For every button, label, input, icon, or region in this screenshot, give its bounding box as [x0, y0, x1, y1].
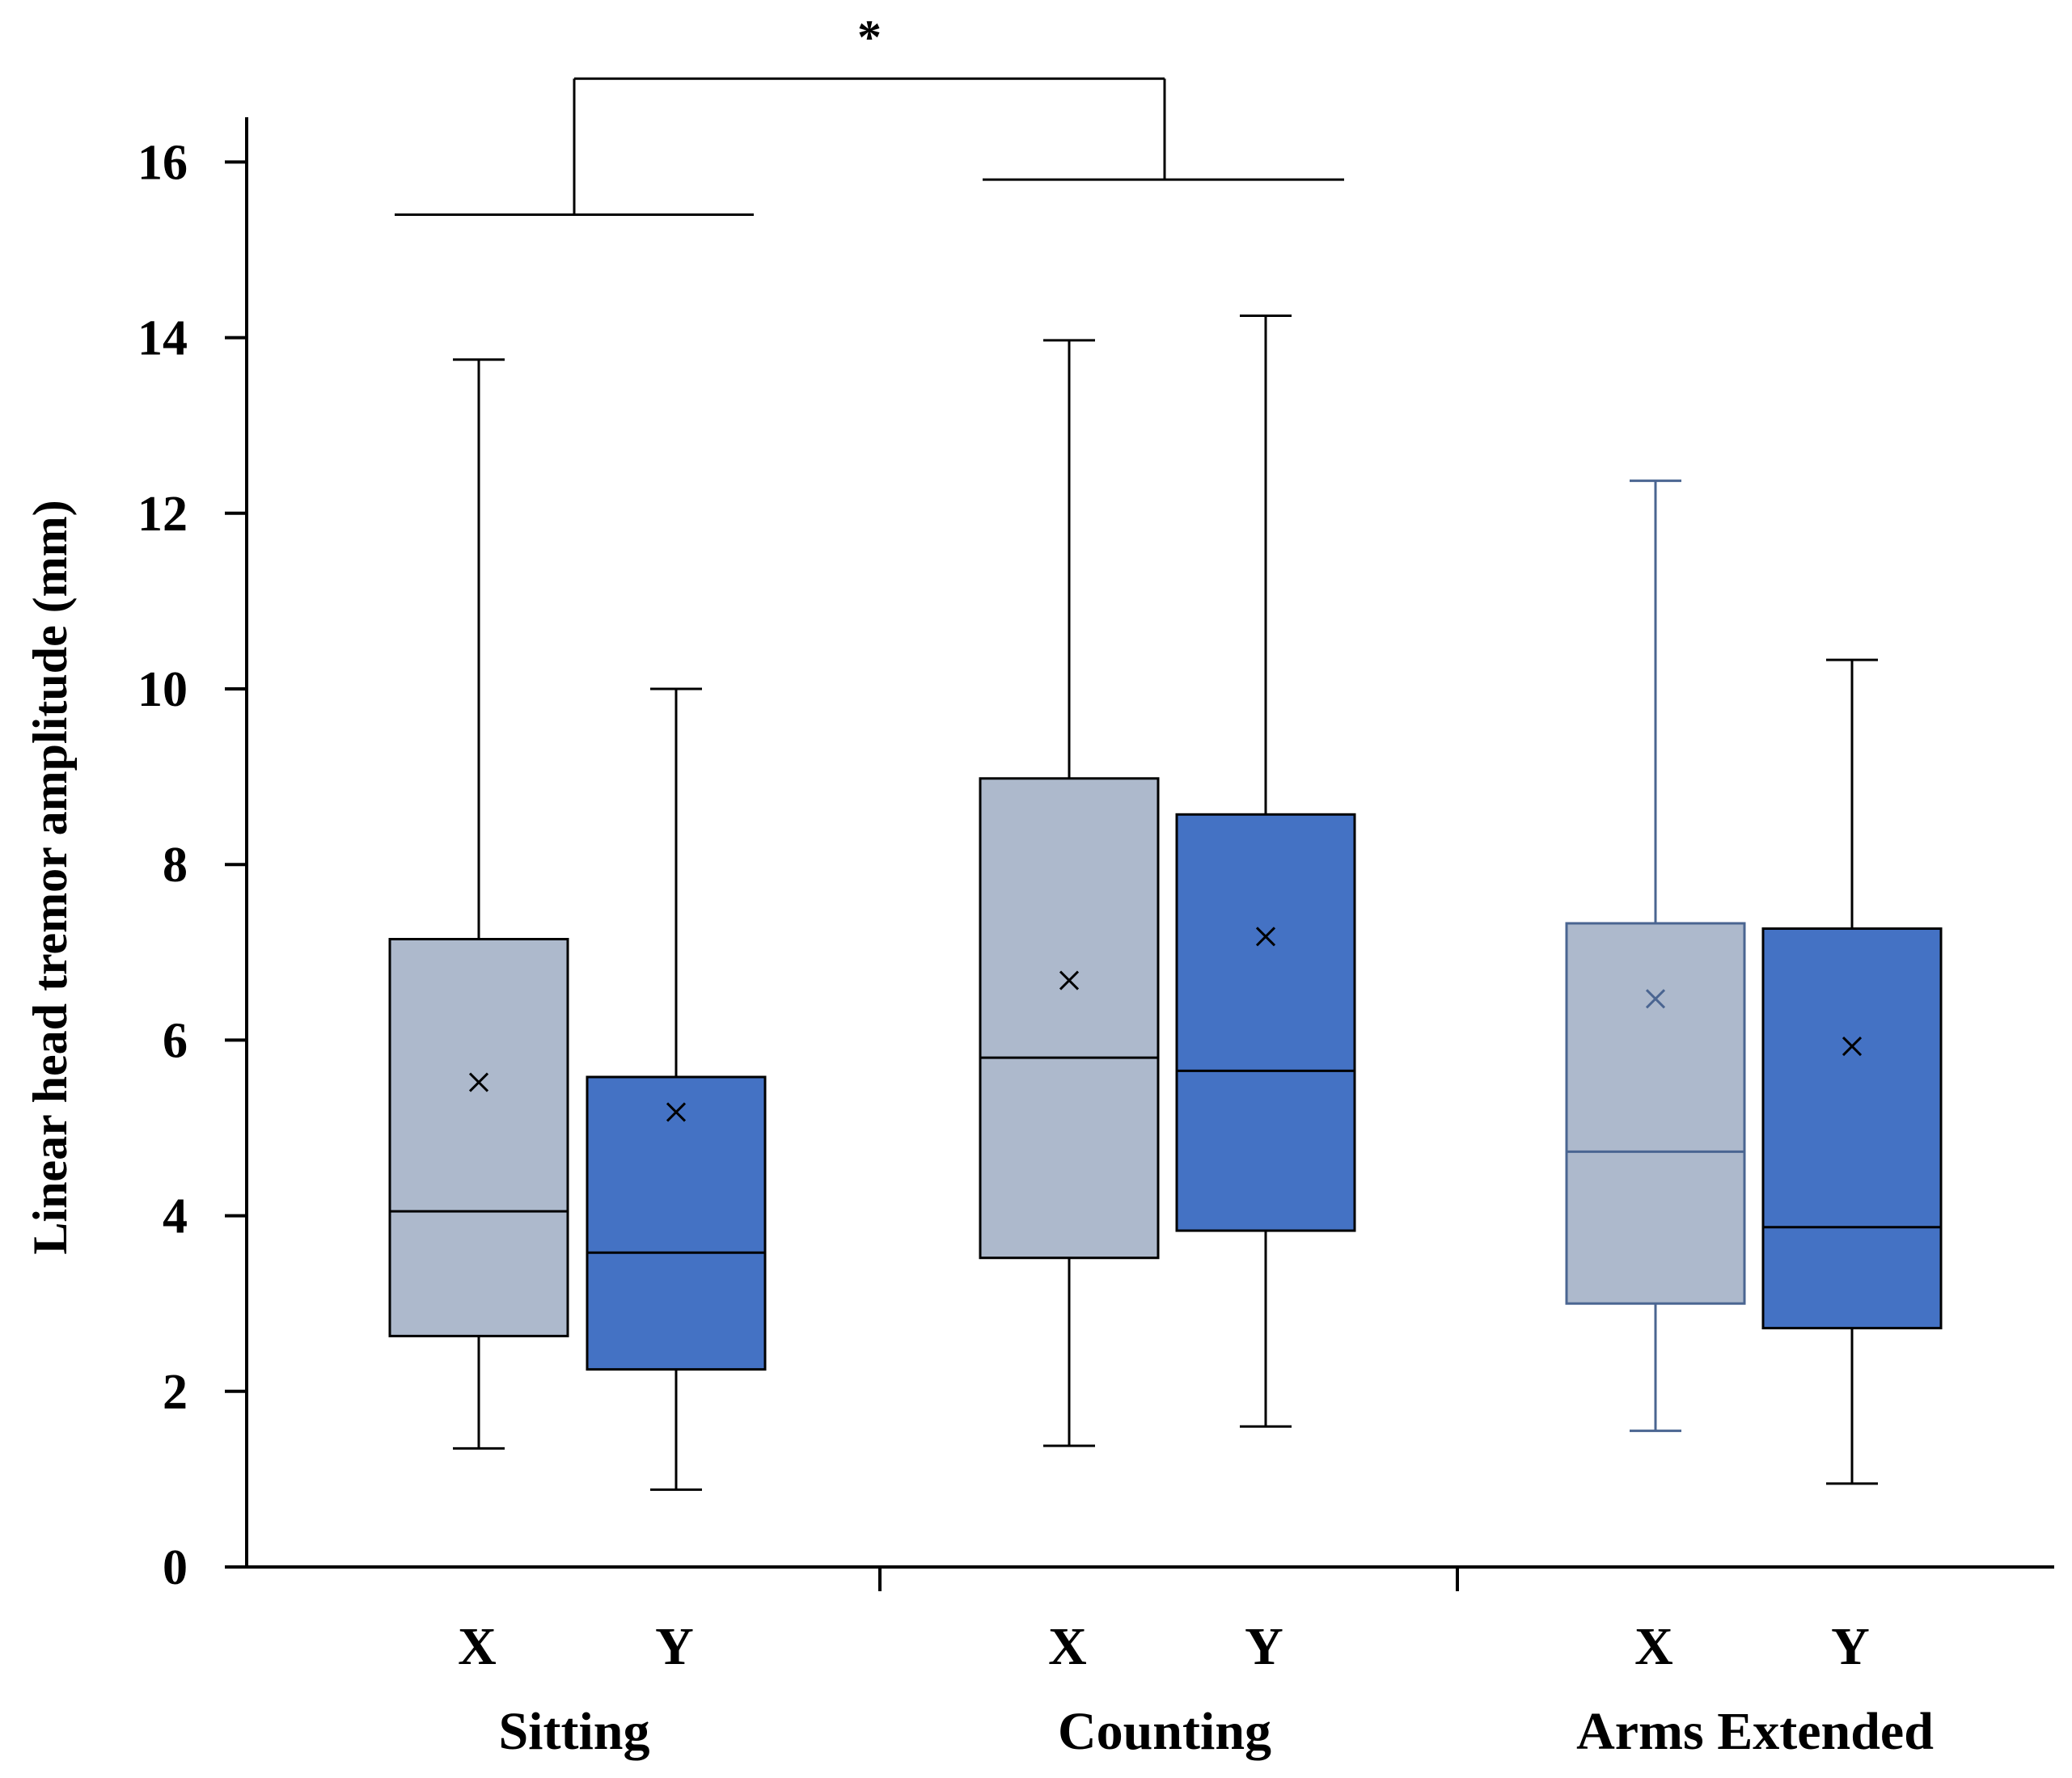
x-category-label: Y — [1245, 1617, 1283, 1676]
y-tick-label: 16 — [137, 135, 188, 190]
box-body — [979, 777, 1160, 1260]
mean-marker-stroke — [1255, 927, 1276, 947]
x-category-label: X — [1048, 1617, 1087, 1676]
x-group-label: Arms Extended — [1576, 1702, 1934, 1761]
axes — [225, 117, 2054, 1591]
mean-marker — [1842, 1036, 1863, 1057]
mean-marker-stroke — [1645, 989, 1666, 1009]
mean-marker-stroke — [666, 1102, 687, 1122]
x-category-label: Y — [655, 1617, 694, 1676]
box-body — [388, 938, 569, 1337]
box-series — [388, 314, 1943, 1491]
mean-marker — [1255, 927, 1276, 947]
mean-marker-stroke — [1842, 1036, 1863, 1057]
y-tick-label: 10 — [137, 662, 188, 717]
x-group-label: Sitting — [498, 1702, 649, 1761]
box-sitting-y — [586, 687, 767, 1491]
box-sitting-x — [388, 358, 569, 1450]
axis-labels: 0 2 4 6 8 10 12 14 16 Linear head tremor amplitud… — [23, 135, 1934, 1761]
mean-marker — [1059, 970, 1080, 990]
y-tick-label: 8 — [163, 838, 188, 893]
mean-marker-stroke — [468, 1072, 489, 1092]
box-body — [1175, 813, 1356, 1232]
y-tick-label: 0 — [163, 1540, 188, 1595]
mean-marker-stroke — [1059, 970, 1080, 990]
y-tick-label: 4 — [163, 1189, 188, 1244]
mean-marker — [666, 1102, 687, 1122]
y-tick-label: 2 — [163, 1365, 188, 1420]
x-category-label: X — [1634, 1617, 1673, 1676]
y-tick-label: 6 — [163, 1013, 188, 1068]
y-axis-title: Linear head tremor amplitude (mm) — [23, 500, 77, 1254]
y-tick-label: 14 — [137, 311, 188, 366]
mean-marker — [1645, 989, 1666, 1009]
box-arms-extended-y — [1761, 658, 1943, 1485]
y-tick-label: 12 — [137, 487, 188, 542]
significance-label: * — [857, 11, 882, 64]
box-body — [1565, 922, 1746, 1305]
x-category-label: X — [458, 1617, 497, 1676]
box-counting-x — [979, 339, 1160, 1447]
box-body — [586, 1075, 767, 1371]
significance-bracket: * — [395, 11, 1344, 217]
box-body — [1761, 927, 1943, 1330]
box-counting-y — [1175, 314, 1356, 1428]
x-category-label: Y — [1831, 1617, 1870, 1676]
mean-marker — [468, 1072, 489, 1092]
x-group-label: Counting — [1058, 1702, 1271, 1761]
box-arms-extended-x — [1565, 479, 1746, 1433]
